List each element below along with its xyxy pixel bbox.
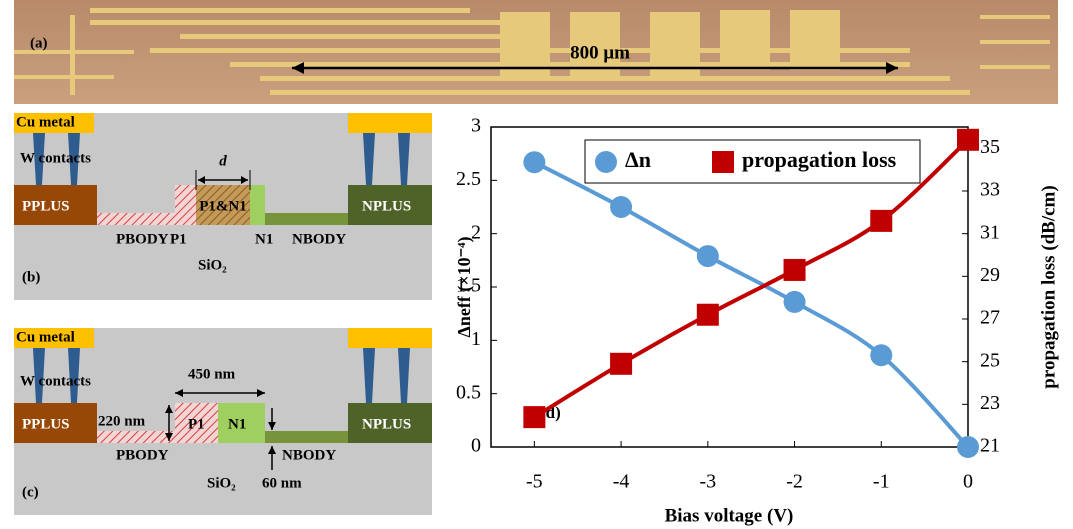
scale-label: 800 μm <box>570 42 630 63</box>
x-tick-label: -1 <box>873 471 890 493</box>
data-point <box>697 304 719 326</box>
data-point <box>610 196 632 218</box>
label: 450 nm <box>188 366 236 382</box>
label: N1 <box>228 416 246 432</box>
y2-axis-title: propagation loss (dB/cm) <box>1038 185 1059 388</box>
y2-tick-label: 23 <box>980 392 1000 414</box>
panel-label: (c) <box>22 484 39 500</box>
label: SiO₂ <box>198 257 227 273</box>
label: NPLUS <box>362 416 411 432</box>
data-point <box>784 259 806 281</box>
y-tick-label: 2.5 <box>456 168 481 190</box>
label: 60 nm <box>262 475 302 491</box>
y2-tick-label: 33 <box>980 179 1000 201</box>
x-tick-label: -5 <box>526 471 543 493</box>
label: P1 <box>188 416 205 432</box>
label: PPLUS <box>22 416 70 432</box>
y-tick-label: 0 <box>471 435 481 457</box>
label: PBODY <box>116 447 169 463</box>
x-tick-label: -3 <box>699 471 716 493</box>
panel-label: (b) <box>22 269 40 285</box>
y2-tick-label: 35 <box>980 136 1000 158</box>
data-point <box>957 129 979 151</box>
label: NPLUS <box>362 198 411 214</box>
label: NBODY <box>292 231 346 247</box>
data-point <box>523 406 545 428</box>
data-point <box>870 210 892 232</box>
label: P1 <box>170 231 187 247</box>
cross-section-c: Cu metal W contacts 450 nm PPLUS 220 nm … <box>14 328 432 515</box>
label: d <box>219 153 227 169</box>
y2-tick-label: 25 <box>980 349 1000 371</box>
data-point <box>697 245 719 267</box>
y2-tick-label: 31 <box>980 221 1000 243</box>
label: P1&N1 <box>199 198 247 214</box>
x-tick-label: -2 <box>786 471 803 493</box>
y-tick-label: 1 <box>471 328 481 350</box>
x-axis-title: Bias voltage (V) <box>665 505 794 526</box>
x-tick-label: -4 <box>613 471 630 493</box>
label: NBODY <box>282 447 336 463</box>
label: SiO₂ <box>207 475 236 491</box>
panel-label: (a) <box>30 35 48 51</box>
legend-marker <box>595 151 617 173</box>
y2-tick-label: 21 <box>980 435 1000 457</box>
legend-label: Δn <box>625 147 651 172</box>
figure: (a) 800 μm Cu metal W contacts PPLUS PBO… <box>0 0 1073 529</box>
legend-marker <box>712 151 734 173</box>
label: Cu metal <box>16 329 75 345</box>
data-point <box>870 344 892 366</box>
label: N1 <box>255 231 273 247</box>
label: Cu metal <box>16 114 75 130</box>
label: PBODY <box>116 231 169 247</box>
y-tick-label: 2 <box>471 221 481 243</box>
y-tick-label: 3 <box>471 115 481 137</box>
y-tick-label: 1.5 <box>456 275 481 297</box>
data-point <box>957 436 979 458</box>
label: W contacts <box>20 373 91 389</box>
chart: (d) Bias voltage (V) Δneff (×10⁻⁴) propa… <box>454 115 1059 527</box>
micrograph: (a) 800 μm <box>14 0 1058 104</box>
data-point <box>610 353 632 375</box>
data-point <box>784 291 806 313</box>
label: W contacts <box>20 150 91 166</box>
y-tick-label: 0.5 <box>456 381 481 403</box>
legend-label: propagation loss <box>742 147 897 172</box>
y2-tick-label: 27 <box>980 307 1000 329</box>
x-tick-label: 0 <box>963 471 973 493</box>
label: 220 nm <box>98 413 146 429</box>
y2-tick-label: 29 <box>980 264 1000 286</box>
cross-section-b: Cu metal W contacts PPLUS PBODY P1 d P1&… <box>14 113 432 300</box>
label: PPLUS <box>22 198 70 214</box>
data-point <box>523 151 545 173</box>
